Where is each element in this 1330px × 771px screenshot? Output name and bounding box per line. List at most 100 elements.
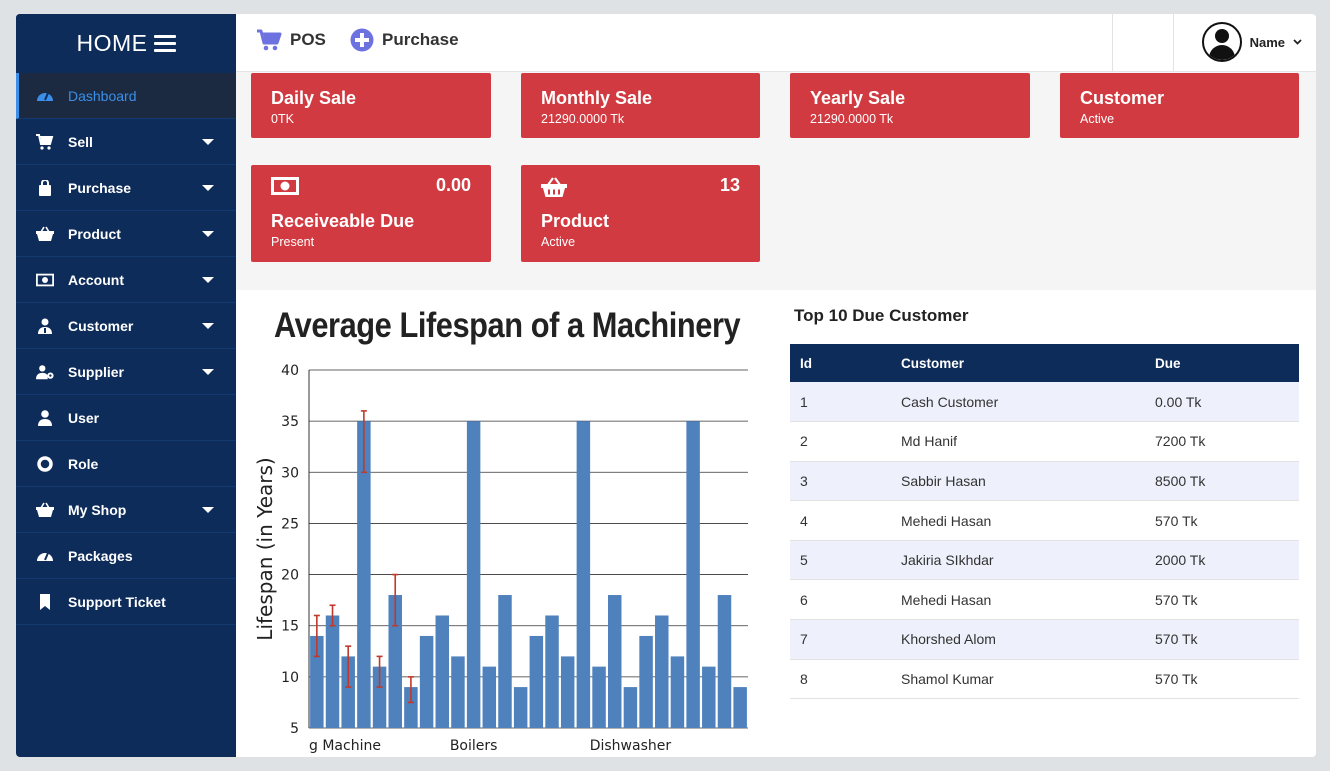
cell-customer: Cash Customer xyxy=(891,382,1145,423)
pos-link[interactable]: POS xyxy=(256,28,326,52)
bar xyxy=(670,656,685,728)
sidebar-item-support-ticket[interactable]: Support Ticket xyxy=(16,579,236,625)
cart-icon xyxy=(36,133,54,150)
table-row: 3 Sabbir Hasan 8500 Tk xyxy=(790,461,1299,502)
topbar: POS Purchase Name xyxy=(236,14,1316,72)
sidebar-item-label: Product xyxy=(68,225,121,242)
caret-down-icon xyxy=(202,230,214,237)
sidebar-item-packages[interactable]: Packages xyxy=(16,533,236,579)
table-row: 6 Mehedi Hasan 570 Tk xyxy=(790,579,1299,621)
product-card[interactable]: 13 Product Active xyxy=(521,165,760,262)
bookmark-icon xyxy=(36,593,54,610)
purchase-label: Purchase xyxy=(382,30,459,49)
cell-due: 570 Tk xyxy=(1145,619,1299,660)
due-customer-table: Id Customer Due 1 Cash Customer 0.00 Tk 2 Md… xyxy=(790,344,1299,700)
sidebar-item-role[interactable]: Role xyxy=(16,441,236,487)
cell-due: 8500 Tk xyxy=(1145,461,1299,502)
sidebar-item-purchase[interactable]: Purchase xyxy=(16,165,236,211)
bar xyxy=(686,421,700,728)
sidebar-item-customer[interactable]: Customer xyxy=(16,303,236,349)
x-tick-label: Dishwasher xyxy=(590,738,672,754)
avatar xyxy=(1201,22,1242,62)
sidebar-item-label: Support Ticket xyxy=(68,593,166,610)
error-bar xyxy=(329,604,336,627)
topbar-divider xyxy=(1173,14,1174,72)
cell-id: 8 xyxy=(790,659,891,700)
cell-id: 4 xyxy=(790,500,891,541)
error-bar xyxy=(392,573,399,627)
user-menu[interactable]: Name xyxy=(1201,22,1302,62)
x-tick-label: Boilers xyxy=(450,738,498,754)
caret-down-icon xyxy=(202,368,214,375)
bar xyxy=(655,615,669,728)
cell-customer: Shamol Kumar xyxy=(891,659,1145,700)
daily-sale-card[interactable]: Daily Sale 0TK xyxy=(251,73,491,138)
sidebar-item-dashboard[interactable]: Dashboard xyxy=(16,73,236,119)
cell-due: 570 Tk xyxy=(1145,579,1299,621)
card-value: 13 xyxy=(719,175,740,195)
sidebar-item-label: Supplier xyxy=(68,363,125,380)
brand-title: HOME xyxy=(76,30,148,56)
user-icon xyxy=(36,409,54,426)
sidebar-item-account[interactable]: Account xyxy=(16,257,236,303)
card-title: Receiveable Due xyxy=(271,211,415,231)
bar xyxy=(733,687,747,728)
cell-due: 570 Tk xyxy=(1145,500,1299,541)
sidebar-item-sell[interactable]: Sell xyxy=(16,119,236,165)
card-title: Daily Sale xyxy=(271,88,357,108)
x-tick-label: g Machine xyxy=(309,738,381,754)
app-frame: HOME Dashboard Sell Purchase Product Account… xyxy=(16,14,1316,757)
bar xyxy=(529,635,544,728)
cart-icon xyxy=(257,29,282,51)
bar xyxy=(451,656,465,728)
bar xyxy=(325,615,340,728)
due-table-title: Top 10 Due Customer xyxy=(794,306,969,325)
error-bar xyxy=(376,655,383,688)
card-title: Customer xyxy=(1080,88,1165,108)
card-title: Yearly Sale xyxy=(810,88,906,108)
bar xyxy=(310,635,324,728)
brand[interactable]: HOME xyxy=(16,14,236,73)
dashboard-icon xyxy=(36,88,54,104)
sidebar-item-label: Purchase xyxy=(68,179,132,196)
table-row: 1 Cash Customer 0.00 Tk xyxy=(790,382,1299,423)
bar xyxy=(560,656,575,728)
column-header-due: Due xyxy=(1145,344,1299,382)
error-bar xyxy=(360,410,367,474)
bar xyxy=(576,421,591,728)
bar xyxy=(545,615,559,728)
bar xyxy=(466,421,481,728)
caret-down-icon xyxy=(202,184,214,191)
monthly-sale-card[interactable]: Monthly Sale 21290.0000 Tk xyxy=(521,73,760,138)
yearly-sale-card[interactable]: Yearly Sale 21290.0000 Tk xyxy=(790,73,1030,138)
sidebar-item-label: Packages xyxy=(68,547,133,564)
card-title: Product xyxy=(541,211,610,231)
bar xyxy=(639,635,653,728)
error-bar xyxy=(313,614,320,658)
y-tick-label: 15 xyxy=(281,619,299,635)
bag-icon xyxy=(36,179,54,196)
receivable-due-card[interactable]: 0.00 Receiveable Due Present xyxy=(251,165,491,262)
card-subtitle: Active xyxy=(541,235,576,249)
bar xyxy=(592,666,606,728)
lifebuoy-icon xyxy=(36,455,54,472)
sidebar-item-product[interactable]: Product xyxy=(16,211,236,257)
table-row: 2 Md Hanif 7200 Tk xyxy=(790,421,1299,462)
sidebar-item-label: Dashboard xyxy=(68,87,137,104)
customer-card[interactable]: Customer Active xyxy=(1060,73,1299,138)
sidebar-item-label: Customer xyxy=(68,317,134,334)
cell-due: 570 Tk xyxy=(1145,659,1299,700)
sidebar-item-user[interactable]: User xyxy=(16,395,236,441)
card-value: 0.00 xyxy=(435,175,471,195)
sidebar-nav: Dashboard Sell Purchase Product Account Custo… xyxy=(16,73,236,625)
menu-toggle-icon[interactable] xyxy=(153,34,176,53)
error-bar xyxy=(407,676,414,704)
purchase-link[interactable]: Purchase xyxy=(350,28,459,52)
bar xyxy=(513,687,528,728)
cell-customer: Jakiria SIkhdar xyxy=(891,540,1145,581)
y-tick-label: 30 xyxy=(281,465,299,481)
basket-icon xyxy=(36,502,54,518)
cell-due: 0.00 Tk xyxy=(1145,382,1299,423)
sidebar-item-supplier[interactable]: Supplier xyxy=(16,349,236,395)
sidebar-item-my-shop[interactable]: My Shop xyxy=(16,487,236,533)
